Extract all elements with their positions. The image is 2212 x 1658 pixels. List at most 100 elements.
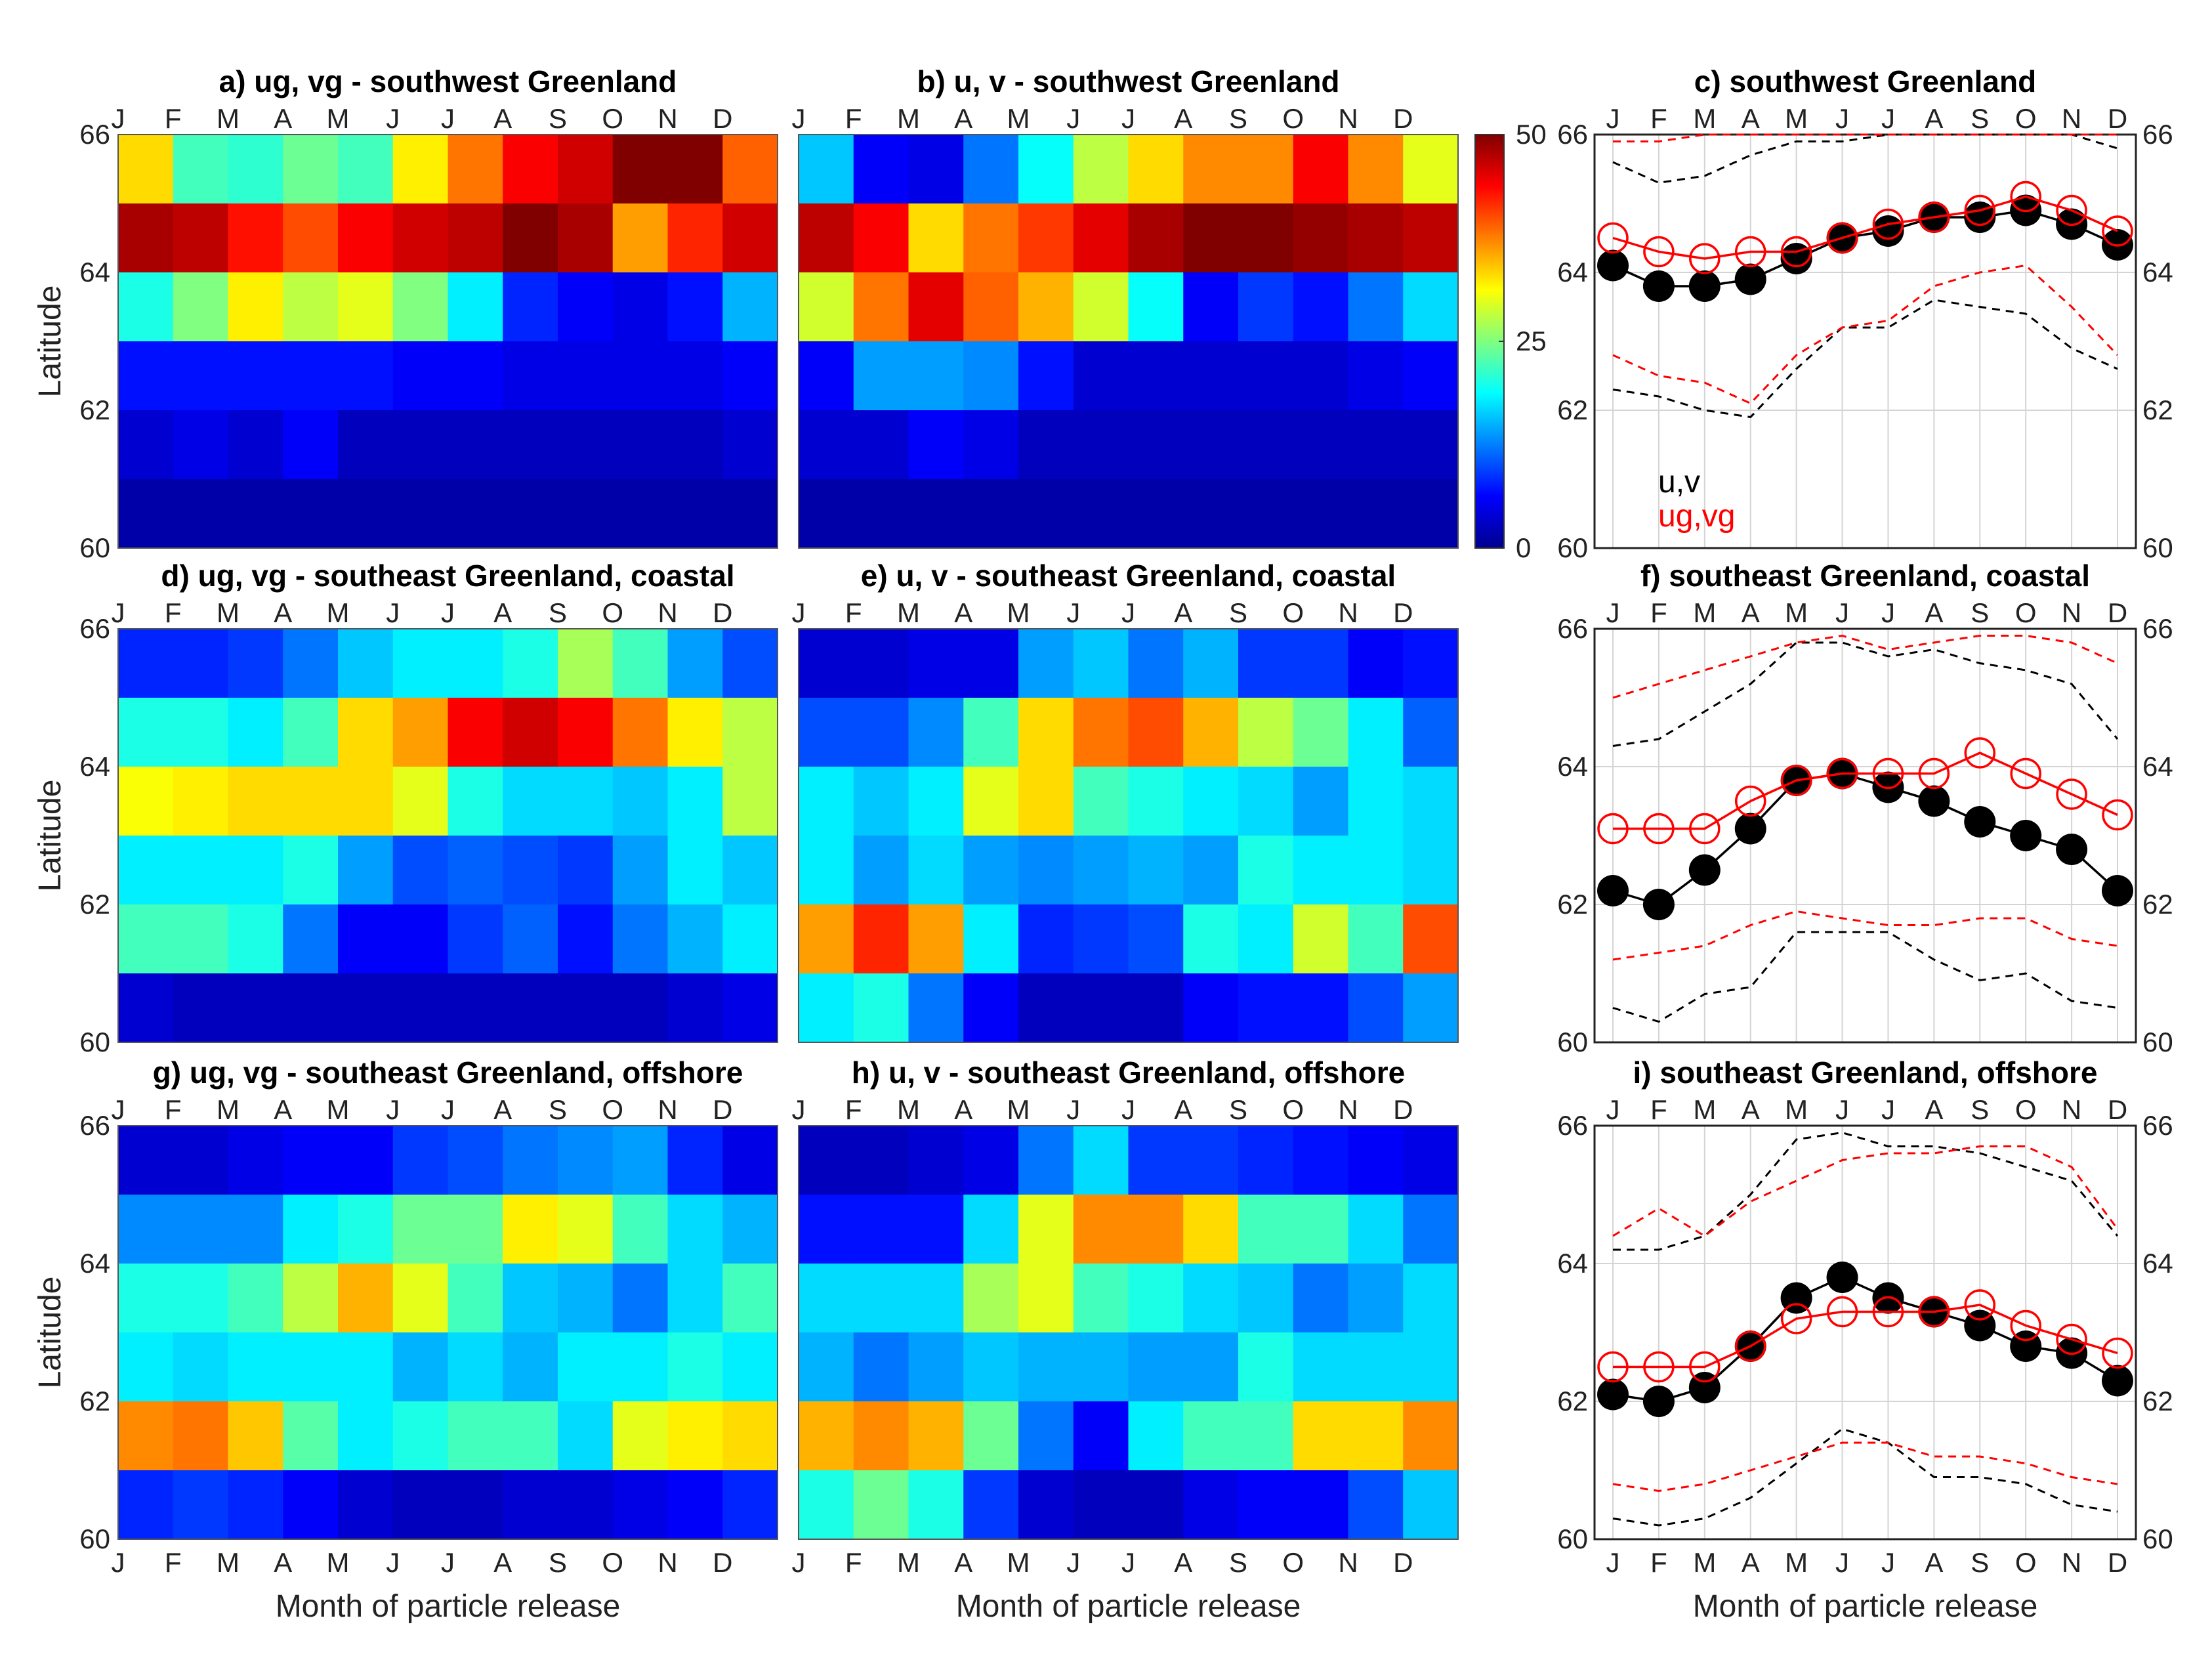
uv-spread-lower-line (1612, 1428, 2118, 1527)
heatmap-cell (448, 135, 503, 204)
month-tick-label: F (1650, 103, 1667, 134)
month-tick-label: M (1785, 1547, 1808, 1578)
legend: u,vug,vg (1658, 465, 1735, 534)
heatmap-cell (1348, 272, 1404, 342)
heatmap-cell (1128, 698, 1184, 767)
heatmap-cell (283, 629, 339, 698)
heatmap-cell (1238, 1195, 1294, 1264)
heatmap-cell (173, 767, 229, 836)
heatmap-cell (963, 1126, 1019, 1195)
month-tick-label: F (1650, 597, 1667, 628)
heatmap-cell (1073, 1126, 1129, 1195)
month-tick-label: M (1007, 1094, 1030, 1125)
month-tick-label: A (493, 103, 512, 134)
heatmap-panel-1: b) u, v - southwest Greenland J F M A M J J A S O N… (792, 64, 1459, 549)
heatmap-cell (392, 1126, 449, 1195)
month-tick-label: S (549, 103, 567, 134)
heatmap-cell (612, 1401, 669, 1471)
ugvg-mean-point (2102, 215, 2133, 247)
heatmap-cell (228, 135, 283, 204)
heatmap-cell (667, 1126, 723, 1195)
latitude-tick-label: 66 (79, 1110, 110, 1141)
heatmap-cell (1183, 135, 1239, 204)
heatmap-cell (338, 1195, 394, 1264)
heatmap-cell (1073, 203, 1129, 273)
heatmap-cell (1238, 698, 1294, 767)
heatmap-cell (228, 1126, 283, 1195)
month-tick-label: O (2015, 1547, 2037, 1578)
heatmap-cell (228, 973, 283, 1043)
heatmap-cell (1293, 1195, 1349, 1264)
heatmap-cell (1018, 1470, 1074, 1540)
heatmap-cell (338, 479, 394, 549)
heatmap-cell (1348, 479, 1404, 549)
heatmap-cell (1238, 341, 1294, 411)
month-tick-label: O (2015, 1094, 2037, 1125)
heatmap-cell (1348, 973, 1404, 1043)
latitude-tick-label: 60 (1557, 1027, 1588, 1057)
heatmap-cell (1183, 203, 1239, 273)
uv-mean-point (1918, 785, 1950, 817)
heatmap-cell (1403, 836, 1459, 905)
heatmap-cell (1293, 1264, 1349, 1333)
heatmap-cell (448, 836, 503, 905)
month-tick-label: J (1066, 1094, 1080, 1125)
heatmap-cell (908, 479, 964, 549)
month-tick-label: J (386, 103, 400, 134)
heatmap-cell (1183, 836, 1239, 905)
heatmap-cell (667, 272, 723, 342)
heatmap-cell (1073, 836, 1129, 905)
month-tick-label: J (1835, 1094, 1849, 1125)
heatmap-cell (1403, 341, 1459, 411)
heatmap-cell (118, 973, 174, 1043)
heatmap-cell (963, 1332, 1019, 1402)
heatmap-cell (1128, 629, 1184, 698)
heatmap-cell (963, 1264, 1019, 1333)
month-tick-label: D (1393, 1094, 1413, 1125)
heatmap-cell (1293, 135, 1349, 204)
month-tick-label: A (493, 1094, 512, 1125)
heatmap-cell (799, 698, 854, 767)
month-tick-label: M (1693, 597, 1716, 628)
heatmap-cell (1403, 135, 1459, 204)
heatmap-cell (1348, 1264, 1404, 1333)
heatmap-cell (799, 973, 854, 1043)
heatmap-cell (908, 767, 964, 836)
heatmap-cell (612, 1332, 669, 1402)
heatmap-cell (908, 904, 964, 974)
heatmap-cell (1018, 836, 1074, 905)
heatmap-cell (1293, 698, 1349, 767)
ugvg-mean-point (1689, 1351, 1721, 1383)
panel-title: d) ug, vg - southeast Greenland, coastal (161, 559, 734, 593)
heatmap-cell (228, 629, 283, 698)
month-tick-label: F (165, 1547, 182, 1578)
heatmap-cell (448, 1264, 503, 1333)
ugvg-mean-line (1613, 1304, 2118, 1369)
month-tick-label: J (1066, 103, 1080, 134)
heatmap-cell (173, 341, 229, 411)
heatmap-cell (1293, 767, 1349, 836)
heatmap-cell (283, 203, 339, 273)
heatmap-cell (1018, 904, 1074, 974)
heatmap-cell (228, 1264, 283, 1333)
month-tick-label: F (845, 103, 862, 134)
month-tick-label: M (1007, 1547, 1030, 1578)
colorbar-tick-label: 0 (1516, 532, 1531, 563)
heatmap-cell (1128, 135, 1184, 204)
month-tick-label: N (2062, 1094, 2081, 1125)
uv-mean-point (1597, 875, 1629, 906)
heatmap-cell (722, 973, 778, 1043)
month-tick-label: A (954, 1547, 972, 1578)
uv-mean-point (2010, 820, 2042, 851)
heatmap-cell (228, 767, 283, 836)
heatmap-cell (1128, 973, 1184, 1043)
heatmap-cell (667, 1401, 723, 1471)
heatmap-cell (173, 1332, 229, 1402)
heatmap-cell (283, 767, 339, 836)
heatmap-cell (392, 203, 449, 273)
month-tick-label: S (549, 1094, 567, 1125)
heatmap-cell (283, 1195, 339, 1264)
heatmap-cell (1183, 904, 1239, 974)
